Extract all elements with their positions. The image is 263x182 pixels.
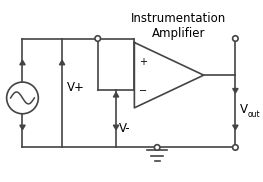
Polygon shape bbox=[233, 88, 238, 93]
Text: Instrumentation
Amplifier: Instrumentation Amplifier bbox=[131, 11, 226, 39]
Text: out: out bbox=[247, 110, 260, 119]
Polygon shape bbox=[113, 125, 119, 130]
Text: V: V bbox=[240, 103, 248, 116]
Circle shape bbox=[232, 145, 238, 150]
Polygon shape bbox=[59, 60, 65, 65]
Circle shape bbox=[232, 36, 238, 41]
Polygon shape bbox=[20, 60, 25, 65]
Text: V-: V- bbox=[119, 122, 131, 135]
Polygon shape bbox=[113, 92, 119, 97]
Text: −: − bbox=[139, 86, 148, 96]
Text: V+: V+ bbox=[67, 81, 85, 94]
Polygon shape bbox=[20, 125, 25, 130]
Text: +: + bbox=[139, 57, 147, 67]
Circle shape bbox=[154, 145, 160, 150]
Circle shape bbox=[95, 36, 100, 41]
Polygon shape bbox=[233, 125, 238, 130]
